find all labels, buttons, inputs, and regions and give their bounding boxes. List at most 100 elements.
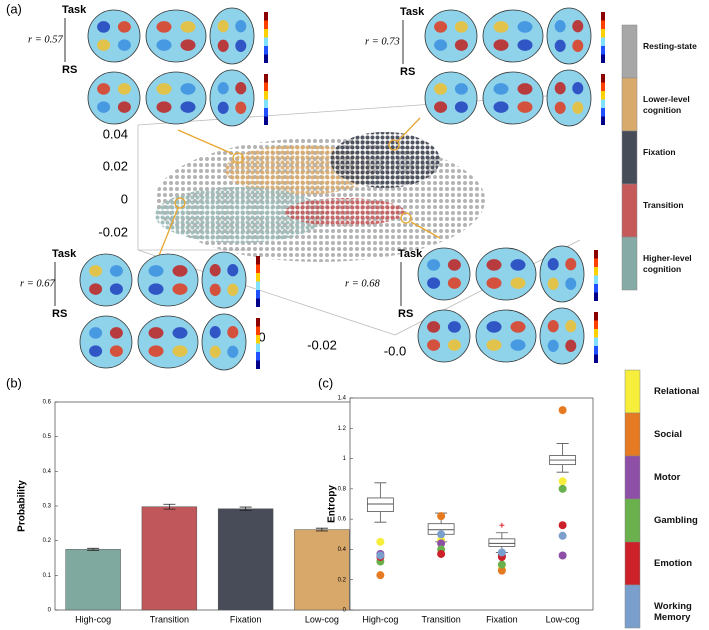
brain [546, 69, 592, 127]
y-tick-label: 0.5 [43, 434, 52, 440]
scatter-clouds [155, 132, 485, 262]
error-bar [163, 503, 176, 510]
floor-tick-label: -0.0 [384, 343, 406, 358]
brain-patch [572, 82, 584, 95]
colorbar [601, 46, 605, 55]
brain-patch [547, 339, 559, 352]
floor-tick-label: -0.02 [307, 337, 337, 352]
brain-patch [117, 39, 131, 51]
x-tick-label: Low-cog [546, 614, 580, 624]
brain [209, 7, 255, 65]
brain-patch [89, 327, 103, 339]
y-tick-label: 1.2 [338, 426, 347, 432]
task-dot [558, 551, 567, 560]
legend-swatch [624, 498, 641, 543]
brain-patch [180, 39, 196, 51]
brain [417, 247, 471, 301]
brain-patch [97, 21, 111, 33]
brain-patch [109, 283, 123, 295]
legend-label: Gambling [654, 514, 698, 526]
brain-patch [447, 259, 461, 271]
brain-label: RS [62, 64, 77, 76]
brain-patch [565, 258, 577, 271]
brain-patch [156, 83, 172, 95]
brain-patch [180, 83, 196, 95]
colorbar [601, 12, 605, 21]
whisker [556, 443, 569, 456]
brain-patch [565, 277, 577, 290]
x-tick-label: High-cog [75, 614, 111, 624]
legend-swatch [624, 584, 641, 629]
brain-patch [156, 39, 172, 51]
brain-patch [547, 320, 559, 333]
brain-patch [554, 39, 566, 52]
panel-label: (b) [6, 375, 22, 390]
brain-patch [148, 265, 164, 277]
colorbar [594, 312, 598, 321]
colorbar [264, 54, 268, 63]
brain-patch [427, 277, 441, 289]
legend-swatch [621, 183, 638, 238]
outlier [499, 522, 505, 528]
brain [201, 251, 247, 309]
colorbar [256, 298, 260, 307]
brain-patch [486, 339, 502, 351]
brain-patch [227, 264, 239, 277]
brain-patch [454, 101, 468, 113]
brain-patch [493, 21, 509, 33]
pointer-lines [157, 117, 441, 259]
brain-patch [89, 283, 103, 295]
brain-patch [172, 265, 188, 277]
colorbar [256, 281, 260, 290]
colorbar [264, 91, 268, 100]
colorbar [264, 20, 268, 29]
colorbar [256, 360, 260, 369]
z-tick-label: -0.02 [98, 224, 128, 239]
colorbar [594, 292, 598, 301]
bar [65, 549, 121, 611]
colorbar [601, 91, 605, 100]
brain-patch [427, 259, 441, 271]
colorbar [264, 82, 268, 91]
brain-patch [434, 39, 448, 51]
colorbar [256, 326, 260, 335]
colorbar [256, 273, 260, 282]
brain-patch [217, 101, 229, 114]
error-bar [315, 527, 328, 532]
y-tick-label: 0.6 [43, 400, 52, 406]
brain-patch [517, 83, 533, 95]
panel-label: (a) [6, 1, 22, 16]
colorbar [256, 335, 260, 344]
task-dot [376, 571, 385, 580]
y-tick-label: 0.4 [338, 547, 347, 553]
floor-tick-label: 0 [258, 329, 265, 344]
y-tick-label: 0 [343, 608, 347, 614]
brain [482, 71, 544, 125]
brain-patch [148, 283, 164, 295]
brain [137, 315, 199, 369]
colorbar [256, 290, 260, 299]
x-tick-label: Fixation [230, 614, 262, 624]
colorbar [264, 99, 268, 108]
colorbar [594, 329, 598, 338]
task-dot [558, 406, 567, 415]
colorbar [594, 346, 598, 355]
brain-patch [148, 327, 164, 339]
whisker [374, 482, 387, 498]
whisker [495, 532, 508, 539]
brain-patch [493, 83, 509, 95]
brain [209, 69, 255, 127]
brain-patch [427, 339, 441, 351]
legend-label: Lower-level cognition [643, 93, 690, 115]
y-tick-label: 0 [48, 608, 52, 614]
brain-patch [97, 101, 111, 113]
brain-patch [217, 39, 229, 52]
brain [201, 313, 247, 371]
colorbar [601, 20, 605, 29]
brain-patch [109, 327, 123, 339]
brain-patch [172, 327, 188, 339]
colorbar [264, 74, 268, 83]
bar [217, 508, 274, 611]
task-dot [497, 560, 506, 569]
colorbar [601, 82, 605, 91]
